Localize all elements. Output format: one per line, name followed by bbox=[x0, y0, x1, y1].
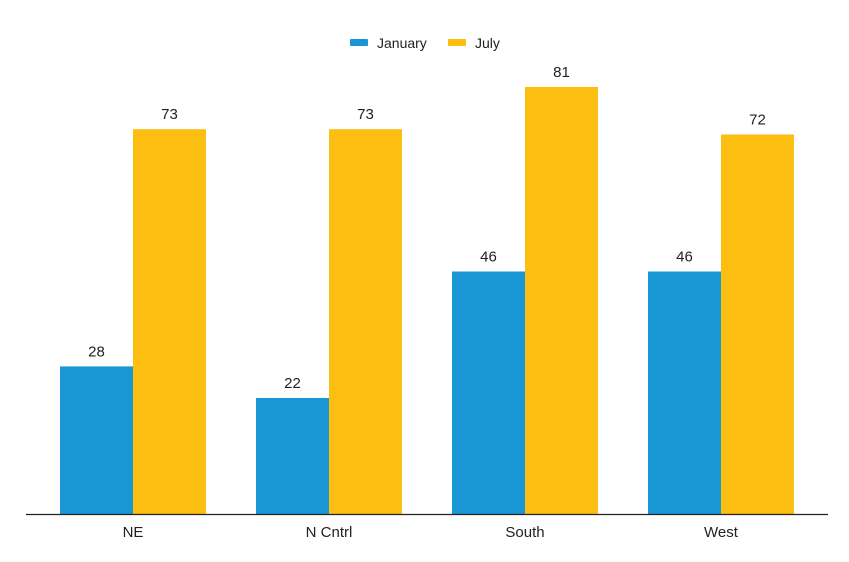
x-tick-label-south: South bbox=[505, 524, 544, 541]
bar-january-south bbox=[452, 271, 525, 514]
bar-january-n-cntrl bbox=[256, 398, 329, 514]
legend-swatch-july bbox=[448, 39, 466, 46]
legend: January July bbox=[350, 35, 500, 51]
data-label-january-ne: 28 bbox=[88, 343, 105, 360]
legend-item-july: July bbox=[448, 35, 500, 51]
data-label-january-west: 46 bbox=[676, 249, 693, 266]
bar-january-ne bbox=[60, 366, 133, 514]
bar-january-west bbox=[648, 271, 721, 514]
legend-item-january: January bbox=[350, 35, 427, 51]
legend-label-january: January bbox=[377, 35, 427, 51]
x-tick-label-ne: NE bbox=[123, 524, 144, 541]
data-label-july-south: 81 bbox=[553, 64, 570, 81]
x-tick-label-west: West bbox=[704, 524, 739, 541]
legend-label-july: July bbox=[475, 35, 500, 51]
bar-july-ne bbox=[133, 129, 206, 514]
data-label-july-ne: 73 bbox=[161, 106, 178, 123]
data-label-january-n-cntrl: 22 bbox=[284, 375, 301, 392]
bar-july-south bbox=[525, 87, 598, 514]
bar-july-west bbox=[721, 134, 794, 514]
legend-swatch-january bbox=[350, 39, 368, 46]
data-label-july-west: 72 bbox=[749, 111, 766, 128]
bars: 28 73 22 73 46 81 46 72 bbox=[60, 64, 794, 514]
bar-july-n-cntrl bbox=[329, 129, 402, 514]
data-label-july-n-cntrl: 73 bbox=[357, 106, 374, 123]
x-tick-label-n-cntrl: N Cntrl bbox=[306, 524, 353, 541]
data-label-january-south: 46 bbox=[480, 249, 497, 266]
